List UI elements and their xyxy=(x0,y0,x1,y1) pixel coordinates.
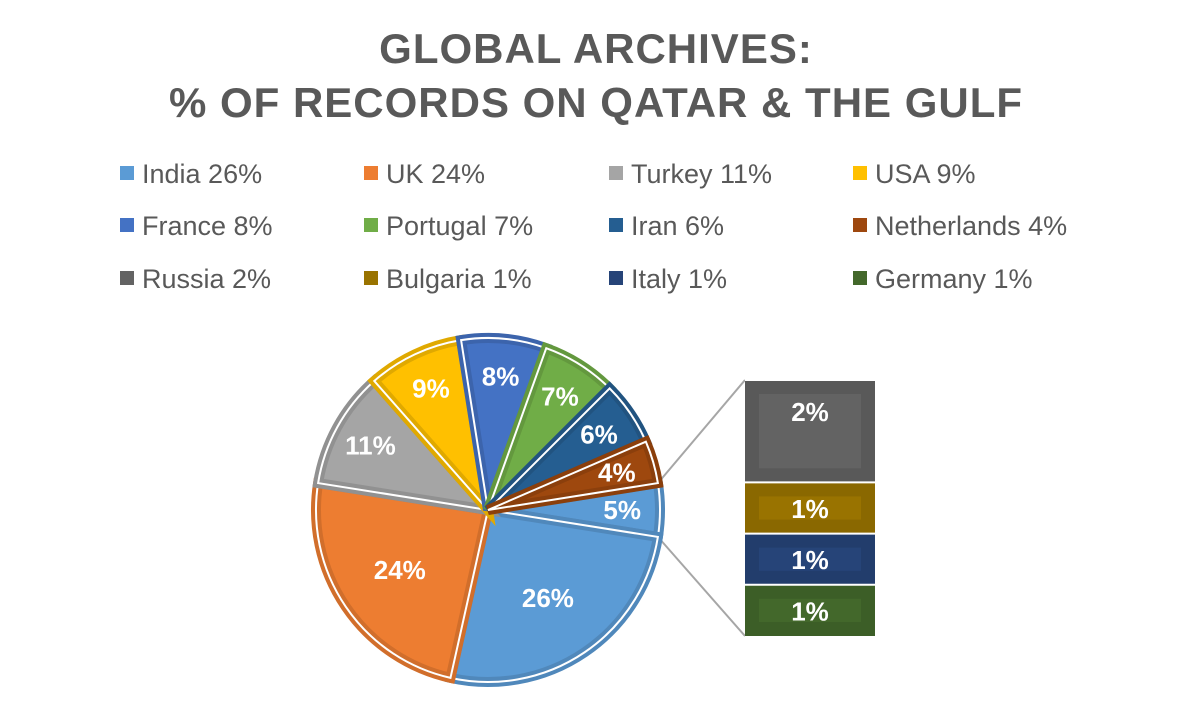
bar-segment-inner xyxy=(759,496,861,520)
legend-swatch xyxy=(120,271,134,285)
pie-data-label-uk: 24% xyxy=(374,555,426,585)
legend-swatch xyxy=(609,166,623,180)
legend-item-usa: USA 9% xyxy=(853,159,976,189)
bar-data-label-russia: 2% xyxy=(791,397,829,427)
pie-data-label-other: 5% xyxy=(603,495,641,525)
pie-data-label-india: 26% xyxy=(522,583,574,613)
legend-label: Italy 1% xyxy=(631,264,727,294)
legend-swatch xyxy=(853,271,867,285)
legend-swatch xyxy=(364,218,378,232)
pie-data-label-iran: 6% xyxy=(580,420,618,450)
legend-label: France 8% xyxy=(142,211,273,241)
legend-label: USA 9% xyxy=(875,159,976,189)
pie-data-label-usa: 9% xyxy=(412,374,450,404)
legend-label: Iran 6% xyxy=(631,211,724,241)
bar-data-label-germany: 1% xyxy=(791,596,829,626)
pie-slice-border xyxy=(315,481,490,680)
pie: 5% 26% 24% 11% 9% 8% 7%6% 4% xyxy=(311,333,665,687)
legend-item-netherlands: Netherlands 4% xyxy=(853,211,1067,241)
bar-data-label-italy: 1% xyxy=(791,545,829,575)
pie-to-bar-connectors xyxy=(657,379,746,637)
pie-slice-border xyxy=(487,440,660,511)
legend-label: Bulgaria 1% xyxy=(386,264,532,294)
chart-title-line-2: % OF RECORDS ON QATAR & THE GULF xyxy=(169,79,1023,126)
pie-slice-border xyxy=(449,508,660,683)
legend-swatch xyxy=(853,218,867,232)
bar-segment-inner xyxy=(759,598,861,622)
legend-label: Turkey 11% xyxy=(631,159,772,189)
legend-item-germany: Germany 1% xyxy=(853,264,1033,294)
secondary-bar: 2% 1% 1% 1% xyxy=(745,379,875,636)
legend-swatch xyxy=(609,271,623,285)
connector-line-bottom xyxy=(657,536,746,637)
bar-segment-group-russia: 2% xyxy=(745,379,875,483)
bar-segment-inner xyxy=(759,394,861,469)
pie-data-label-netherlands: 4% xyxy=(598,458,636,488)
legend-item-russia: Russia 2% xyxy=(120,264,271,294)
pie-data-label-france: 8% xyxy=(482,361,520,391)
pie-data-label-portugal: 7% xyxy=(541,382,579,412)
chart-title-line-1: GLOBAL ARCHIVES: xyxy=(379,25,813,72)
bar-segment-group-bulgaria: 1% xyxy=(745,481,875,534)
legend-item-france: France 8% xyxy=(120,211,273,241)
connector-line-top xyxy=(657,379,746,484)
pie-slice-group-netherlands: 4% xyxy=(486,435,664,515)
legend-item-turkey: Turkey 11% xyxy=(609,159,772,189)
legend-swatch xyxy=(120,218,134,232)
bar-segment-inner xyxy=(759,547,861,571)
legend-swatch xyxy=(364,271,378,285)
legend-label: UK 24% xyxy=(386,159,485,189)
pie-slice-group-turkey: 11% xyxy=(312,373,501,518)
legend-label: Germany 1% xyxy=(875,264,1033,294)
legend-label: Netherlands 4% xyxy=(875,211,1067,241)
legend-item-italy: Italy 1% xyxy=(609,264,727,294)
pie-slice-group-india: 26% xyxy=(444,504,664,687)
legend: India 26% UK 24% Turkey 11% USA 9% France 8%… xyxy=(120,159,1067,294)
bar-segment-group-italy: 1% xyxy=(745,532,875,585)
legend-item-bulgaria: Bulgaria 1% xyxy=(364,264,532,294)
bar-data-label-bulgaria: 1% xyxy=(791,494,829,524)
legend-swatch xyxy=(364,166,378,180)
legend-label: Russia 2% xyxy=(142,264,271,294)
legend-label: Portugal 7% xyxy=(386,211,533,241)
legend-swatch xyxy=(609,218,623,232)
legend-item-portugal: Portugal 7% xyxy=(364,211,533,241)
legend-item-india: India 26% xyxy=(120,159,262,189)
legend-swatch xyxy=(853,166,867,180)
legend-swatch xyxy=(120,166,134,180)
chart-title: GLOBAL ARCHIVES: % OF RECORDS ON QATAR &… xyxy=(169,25,1023,126)
bar-segment-group-germany: 1% xyxy=(745,583,875,636)
legend-label: India 26% xyxy=(142,159,262,189)
pie-data-label-turkey: 11% xyxy=(345,430,396,460)
pie-slice-border xyxy=(316,379,491,512)
legend-item-iran: Iran 6% xyxy=(609,211,724,241)
legend-item-uk: UK 24% xyxy=(364,159,485,189)
pie-slice-group-uk: 24% xyxy=(311,477,495,684)
